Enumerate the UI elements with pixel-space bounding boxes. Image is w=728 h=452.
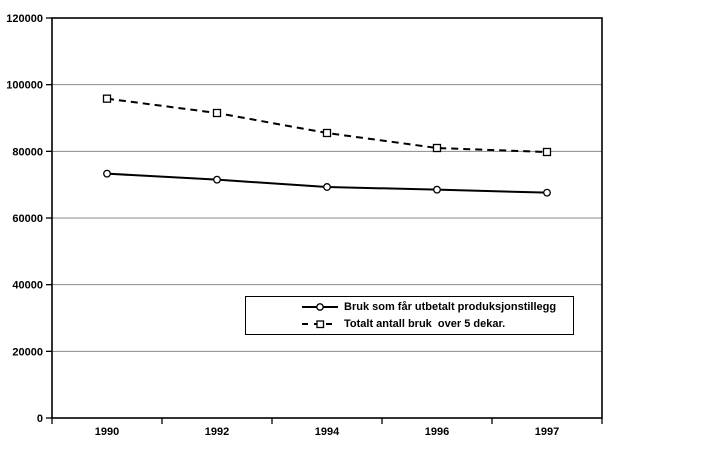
legend-item-series1: Bruk som får utbetalt produksjonstillegg — [302, 299, 573, 316]
solid-line-sample-icon — [302, 303, 338, 311]
y-axis-tick-label: 20000 — [12, 346, 43, 358]
dashed-line-sample-icon — [302, 320, 338, 329]
x-axis-tick-label: 1997 — [535, 426, 559, 438]
legend: Bruk som får utbetalt produksjonstillegg… — [245, 296, 574, 335]
series-2-data-point — [432, 143, 442, 153]
y-axis-tick-label: 80000 — [12, 146, 43, 158]
series-2-data-point — [212, 108, 222, 118]
y-axis-tick-label: 120000 — [6, 13, 43, 25]
x-axis-tick-label: 1996 — [425, 426, 449, 438]
y-axis-tick-label: 100000 — [6, 80, 43, 92]
series-2-data-point — [322, 128, 332, 138]
x-axis-tick-label: 1990 — [95, 426, 119, 438]
series-1-data-point — [543, 188, 551, 197]
series-2-line — [106, 97, 548, 153]
series-1-data-point — [323, 183, 331, 191]
series-1-data-point — [213, 175, 221, 184]
y-axis-tick-label: 40000 — [12, 280, 43, 292]
x-axis-tick-label: 1994 — [315, 426, 340, 438]
series-1-data-point — [433, 185, 441, 194]
y-axis-tick-label: 60000 — [12, 213, 43, 225]
series-2-data-point — [542, 147, 552, 157]
series-1-data-point — [103, 169, 111, 178]
x-axis-tick-label: 1992 — [205, 426, 229, 438]
y-axis-tick-label: 0 — [37, 413, 43, 425]
legend-label-series2: Totalt antall bruk over 5 dekar. — [344, 318, 506, 330]
legend-label-series1: Bruk som får utbetalt produksjonstillegg — [344, 301, 557, 313]
legend-item-series2: Totalt antall bruk over 5 dekar. — [302, 316, 573, 333]
series-2-data-point — [102, 94, 112, 103]
